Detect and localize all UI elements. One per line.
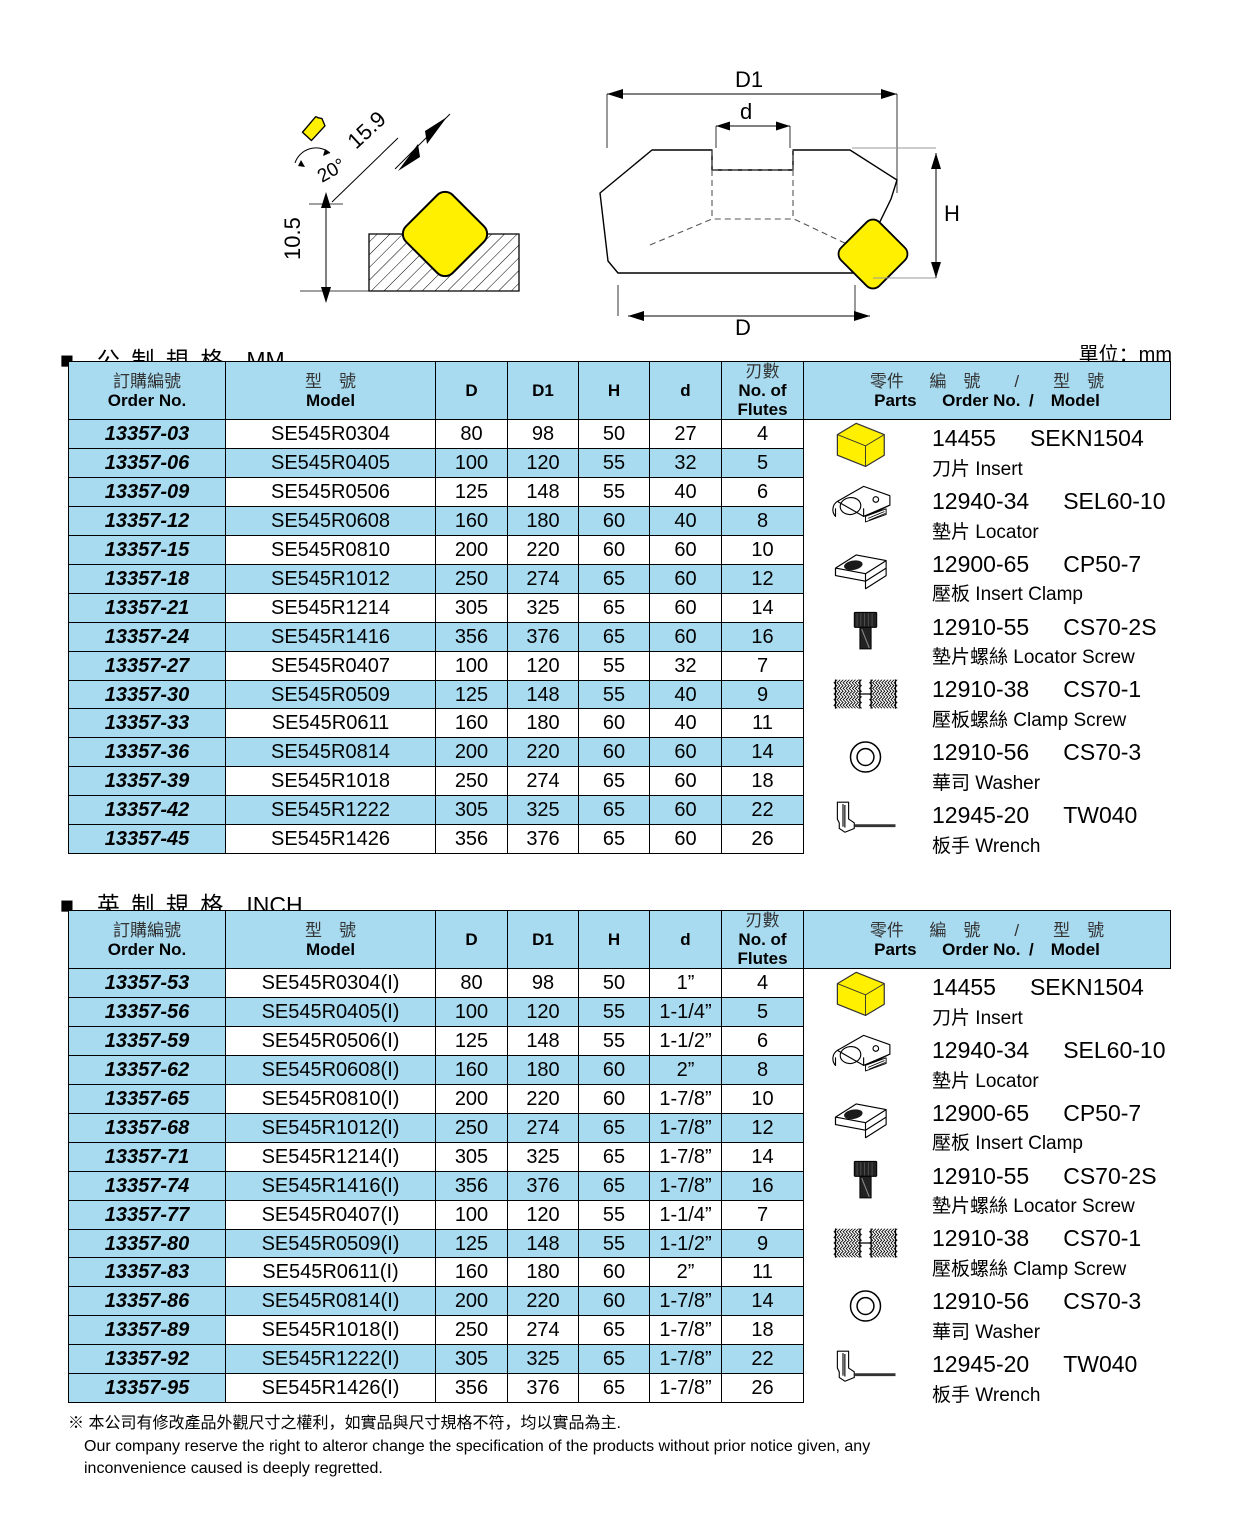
svg-text:D: D — [735, 315, 751, 340]
svg-text:10.5: 10.5 — [280, 217, 305, 260]
svg-text:H: H — [944, 201, 960, 226]
svg-text:20°: 20° — [314, 155, 349, 188]
svg-text:15.9: 15.9 — [342, 106, 390, 153]
svg-text:d: d — [740, 99, 752, 124]
svg-text:D1: D1 — [735, 67, 763, 92]
